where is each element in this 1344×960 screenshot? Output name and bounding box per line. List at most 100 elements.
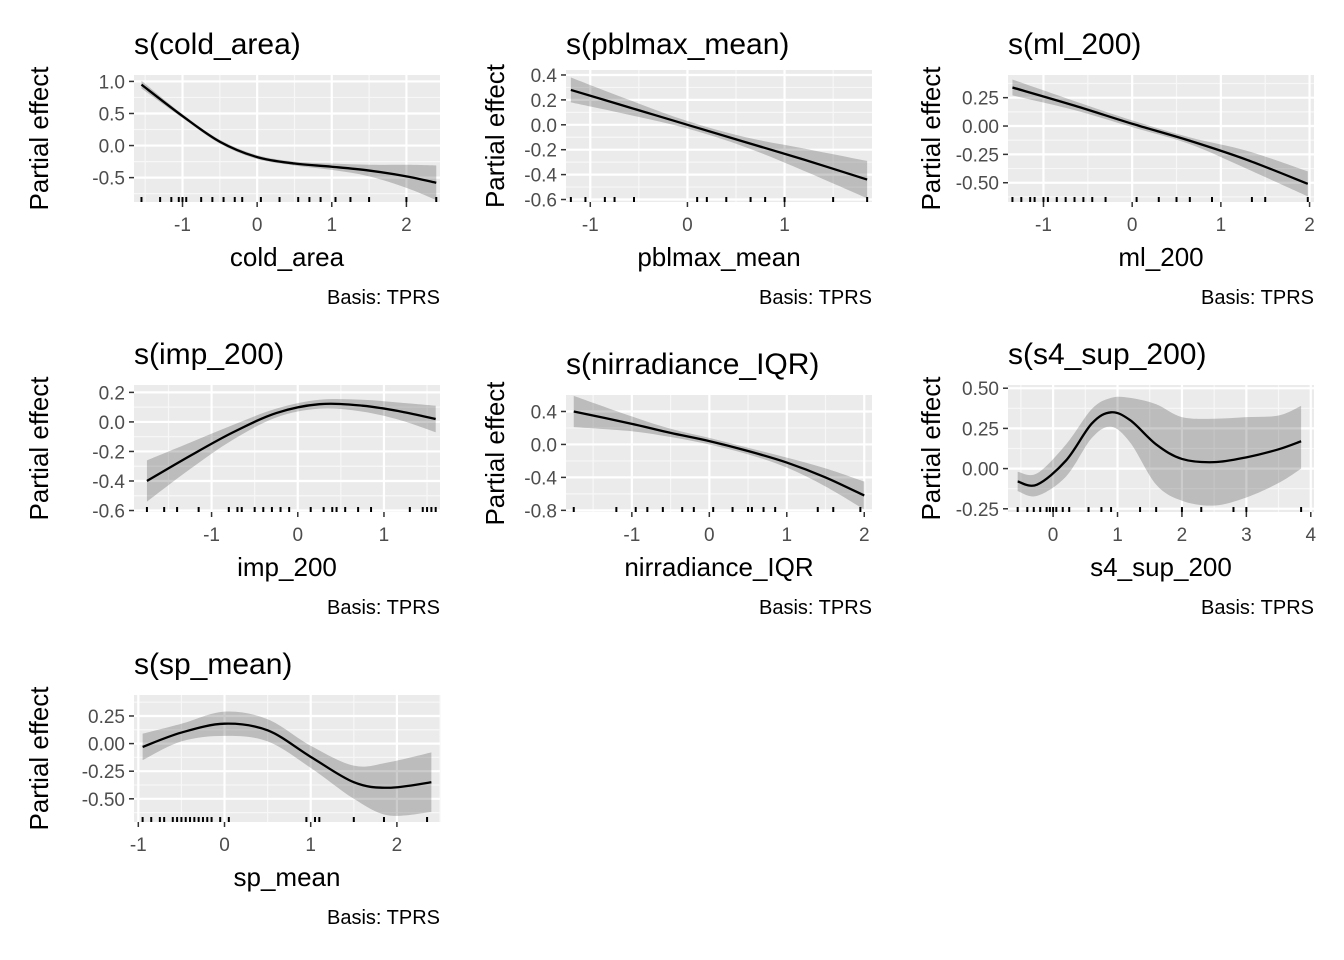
x-tick-label: -1	[203, 525, 220, 546]
plot-background	[134, 385, 440, 512]
panel-4: -1 0 1 -0.6 -0.4 -0.2 0.0 0.2 s(imp_200) imp_200 P…	[24, 338, 440, 619]
y-tick-label: 0.25	[962, 89, 999, 110]
y-tick-label: 0.00	[962, 460, 999, 481]
y-axis-label: Partial effect	[480, 63, 510, 208]
y-axis-label: Partial effect	[24, 686, 54, 831]
plot-background	[566, 395, 872, 512]
x-axis-label: s4_sup_200	[1090, 552, 1232, 582]
y-tick-label: 0.4	[531, 402, 558, 423]
smooth-effect-line	[1012, 86, 1309, 185]
x-tick-label: 2	[392, 835, 403, 856]
x-tick-label: 2	[1177, 525, 1188, 546]
panel-title: s(s4_sup_200)	[1008, 338, 1206, 371]
y-tick-label: 1.0	[99, 72, 125, 93]
y-tick-label: 0.00	[88, 735, 125, 756]
y-tick-label: 0.25	[88, 707, 125, 728]
y-tick-label: -0.2	[92, 442, 125, 463]
y-tick-label: -0.25	[956, 500, 999, 521]
x-axis-label: sp_mean	[234, 862, 341, 892]
x-tick-label: -1	[1035, 215, 1052, 236]
plot-background	[566, 70, 872, 202]
panel-title: s(cold_area)	[134, 28, 301, 61]
basis-caption: Basis: TPRS	[327, 287, 440, 309]
panel-5: -1 0 1 2 -0.8 -0.4 0.0 0.4 s(nirradiance_IQR)nir…	[480, 348, 872, 619]
x-tick-label: 1	[1216, 215, 1227, 236]
y-tick-label: -0.8	[524, 501, 557, 522]
panel-title: s(nirradiance_IQR)	[566, 348, 819, 381]
confidence-band	[142, 711, 432, 816]
plot-background	[134, 75, 440, 202]
panel-title: s(ml_200)	[1008, 28, 1141, 61]
x-tick-label: 0	[219, 835, 230, 856]
smooth-effect-line	[570, 88, 868, 181]
y-axis-label: Partial effect	[916, 376, 946, 521]
x-tick-label: -1	[130, 835, 147, 856]
plot-background	[1008, 75, 1314, 202]
y-tick-label: 0.00	[962, 117, 999, 138]
x-tick-label: 1	[781, 525, 792, 546]
panel-2: -1 0 1 -0.6 -0.4 -0.2 0.0 0.2 0.4 s(pblmax_mean)p…	[480, 28, 872, 309]
smooth-effect-line	[140, 83, 437, 184]
y-tick-label: 0.25	[962, 419, 999, 440]
x-axis-label: pblmax_mean	[637, 242, 800, 272]
smooth-effect-line	[142, 722, 432, 789]
y-axis-label: Partial effect	[480, 381, 510, 526]
basis-caption: Basis: TPRS	[1201, 597, 1314, 619]
y-tick-label: -0.25	[82, 762, 125, 783]
confidence-band	[570, 77, 868, 199]
y-tick-label: 0.2	[531, 91, 557, 112]
x-tick-label: 1	[305, 835, 316, 856]
y-tick-label: 0.4	[531, 66, 558, 87]
y-tick-label: 0.5	[99, 104, 125, 125]
panel-title: s(imp_200)	[134, 338, 284, 371]
panel-6: 0 1 2 3 4 -0.25 0.00 0.25 0.50 s(s4_sup_200) s4_su…	[916, 338, 1316, 619]
x-axis-label: nirradiance_IQR	[624, 552, 813, 582]
x-axis-label: ml_200	[1118, 242, 1203, 272]
basis-caption: Basis: TPRS	[327, 597, 440, 619]
panel-1: -1 0 1 2 -0.5 0.0 0.5 1.0 s(cold_area) cold_area P…	[24, 28, 440, 309]
y-tick-label: 0.2	[99, 383, 125, 404]
x-tick-label: -1	[174, 215, 191, 236]
x-axis-label: imp_200	[237, 552, 337, 582]
x-tick-label: 0	[1127, 215, 1138, 236]
x-axis-label: cold_area	[230, 242, 345, 272]
y-tick-label: -0.6	[524, 191, 557, 212]
y-tick-label: 0.50	[962, 379, 999, 400]
x-tick-label: 2	[1304, 215, 1315, 236]
basis-caption: Basis: TPRS	[327, 907, 440, 929]
x-tick-label: 1	[379, 525, 390, 546]
y-tick-label: -0.4	[524, 166, 557, 187]
y-tick-label: 0.0	[99, 137, 125, 158]
x-tick-label: 0	[252, 215, 263, 236]
x-tick-label: 3	[1241, 525, 1252, 546]
x-tick-label: -1	[582, 215, 599, 236]
x-tick-label: 2	[401, 215, 412, 236]
panel-title: s(pblmax_mean)	[566, 28, 789, 61]
y-tick-label: -0.2	[524, 141, 557, 162]
x-tick-label: 1	[779, 215, 790, 236]
panel-title: s(sp_mean)	[134, 648, 292, 681]
y-tick-label: -0.50	[956, 174, 999, 195]
x-tick-label: 2	[859, 525, 870, 546]
x-tick-label: 1	[326, 215, 337, 236]
smooth-effect-line	[1017, 411, 1302, 487]
basis-caption: Basis: TPRS	[759, 287, 872, 309]
x-tick-label: 0	[292, 525, 303, 546]
x-tick-label: 0	[682, 215, 693, 236]
y-tick-label: -0.25	[956, 145, 999, 166]
y-tick-label: -0.6	[92, 502, 125, 523]
y-tick-label: -0.4	[524, 468, 557, 489]
panel-3: -1 0 1 2 -0.50 -0.25 0.00 0.25 s(ml_200) ml_200 Pa…	[916, 28, 1315, 309]
smooth-effect-line	[146, 402, 436, 482]
y-axis-label: Partial effect	[24, 376, 54, 521]
x-tick-label: -1	[623, 525, 640, 546]
x-tick-label: 0	[1048, 525, 1059, 546]
confidence-band	[1017, 396, 1302, 506]
smooth-effect-line	[573, 410, 865, 497]
y-axis-label: Partial effect	[24, 66, 54, 211]
confidence-band	[573, 395, 865, 510]
y-tick-label: -0.50	[82, 790, 125, 811]
x-tick-label: 4	[1305, 525, 1316, 546]
